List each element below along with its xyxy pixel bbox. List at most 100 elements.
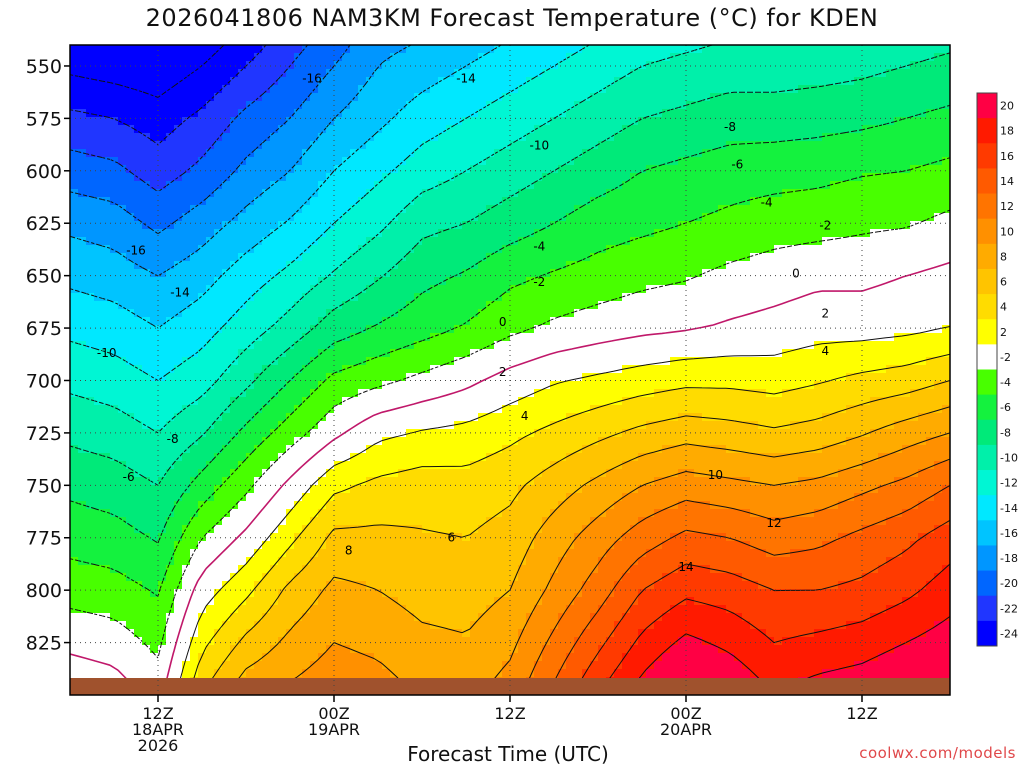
field-cell <box>494 269 503 278</box>
field-cell <box>494 653 503 662</box>
field-cell <box>462 445 471 454</box>
field-cell <box>86 661 95 670</box>
field-cell <box>222 237 231 246</box>
field-cell <box>422 485 431 494</box>
field-cell <box>422 157 431 166</box>
field-cell <box>190 661 199 670</box>
field-cell <box>206 341 215 350</box>
field-cell <box>342 621 351 630</box>
field-cell <box>454 173 463 182</box>
field-cell <box>94 501 103 510</box>
field-cell <box>430 133 439 142</box>
field-cell <box>430 589 439 598</box>
field-cell <box>190 229 199 238</box>
field-cell <box>518 93 527 102</box>
field-cell <box>326 573 335 582</box>
field-cell <box>494 253 503 262</box>
field-cell <box>102 565 111 574</box>
field-cell <box>526 453 535 462</box>
field-cell <box>510 637 519 646</box>
field-cell <box>398 373 407 382</box>
field-cell <box>118 349 127 358</box>
field-cell <box>246 461 255 470</box>
field-cell <box>118 101 127 110</box>
field-cell <box>78 85 87 94</box>
field-cell <box>238 597 247 606</box>
field-cell <box>486 397 495 406</box>
field-cell <box>542 485 551 494</box>
field-cell <box>406 573 415 582</box>
field-cell <box>302 117 311 126</box>
field-cell <box>94 445 103 454</box>
field-cell <box>462 229 471 238</box>
field-cell <box>174 277 183 286</box>
field-cell <box>270 605 279 614</box>
field-cell <box>414 229 423 238</box>
field-cell <box>446 61 455 70</box>
field-cell <box>438 213 447 222</box>
field-cell <box>150 357 159 366</box>
field-cell <box>542 421 551 430</box>
field-cell <box>550 581 559 590</box>
field-cell <box>494 189 503 198</box>
field-cell <box>422 285 431 294</box>
field-cell <box>326 413 335 422</box>
field-cell <box>342 669 351 678</box>
field-cell <box>94 621 103 630</box>
field-cell <box>158 101 167 110</box>
field-cell <box>294 421 303 430</box>
field-cell <box>326 349 335 358</box>
field-cell <box>518 317 527 326</box>
field-cell <box>110 469 119 478</box>
field-cell <box>174 405 183 414</box>
field-cell <box>438 53 447 62</box>
field-cell <box>550 429 559 438</box>
field-cell <box>542 525 551 534</box>
field-cell <box>478 245 487 254</box>
field-cell <box>246 157 255 166</box>
field-cell <box>206 453 215 462</box>
field-cell <box>406 317 415 326</box>
field-cell <box>486 181 495 190</box>
field-cell <box>78 605 87 614</box>
field-cell <box>254 181 263 190</box>
field-cell <box>190 565 199 574</box>
field-cell <box>302 565 311 574</box>
field-cell <box>518 141 527 150</box>
field-cell <box>182 45 191 54</box>
field-cell <box>158 413 167 422</box>
field-cell <box>502 309 511 318</box>
field-cell <box>470 109 479 118</box>
field-cell <box>438 117 447 126</box>
field-cell <box>486 133 495 142</box>
field-cell <box>406 501 415 510</box>
field-cell <box>134 173 143 182</box>
field-cell <box>254 85 263 94</box>
field-cell <box>494 461 503 470</box>
field-cell <box>110 333 119 342</box>
field-cell <box>174 85 183 94</box>
field-cell <box>414 325 423 334</box>
field-cell <box>374 565 383 574</box>
field-cell <box>542 381 551 390</box>
field-cell <box>142 45 151 54</box>
field-cell <box>206 301 215 310</box>
field-cell <box>78 637 87 646</box>
field-cell <box>406 557 415 566</box>
field-cell <box>526 245 535 254</box>
field-cell <box>150 317 159 326</box>
field-cell <box>358 213 367 222</box>
field-cell <box>246 613 255 622</box>
field-cell <box>534 165 543 174</box>
field-cell <box>278 213 287 222</box>
field-cell <box>454 61 463 70</box>
field-cell <box>454 509 463 518</box>
field-cell <box>502 213 511 222</box>
field-cell <box>142 413 151 422</box>
field-cell <box>358 189 367 198</box>
field-cell <box>342 53 351 62</box>
field-cell <box>230 301 239 310</box>
field-cell <box>182 373 191 382</box>
field-cell <box>422 101 431 110</box>
field-cell <box>102 421 111 430</box>
